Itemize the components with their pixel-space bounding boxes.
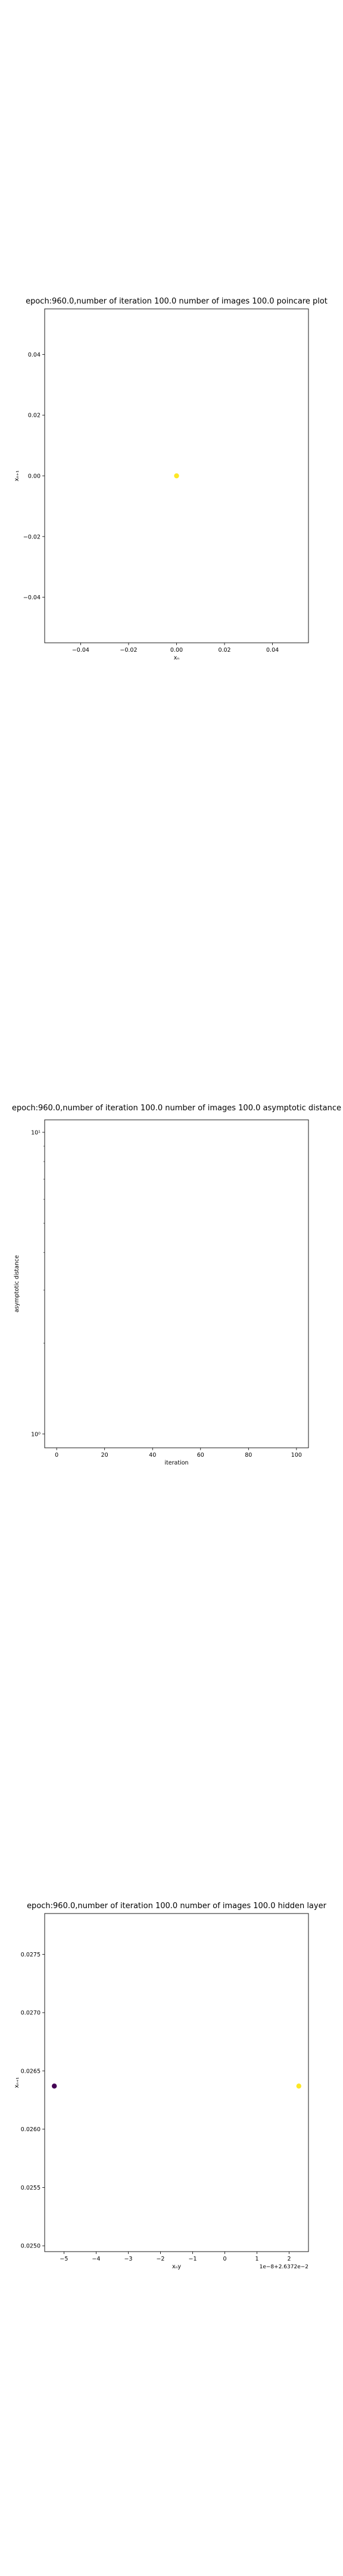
y-tick-label: 0.0250	[21, 2243, 40, 2250]
data-point	[296, 2083, 301, 2089]
x-tick-label: −0.02	[120, 647, 137, 654]
x-axis-label: xₙ	[174, 655, 180, 661]
y-axis-label: asymptotic distance	[14, 1255, 20, 1312]
chart-title: epoch:960.0,number of iteration 100.0 nu…	[26, 297, 328, 306]
x-tick-label: −2	[156, 2256, 164, 2262]
x-tick-label: 20	[101, 1452, 108, 1459]
x-tick-label: 0	[223, 2256, 227, 2262]
chart-title: epoch:960.0,number of iteration 100.0 nu…	[12, 1104, 341, 1113]
data-point	[174, 473, 179, 479]
x-tick-label: 0.04	[266, 647, 279, 654]
x-tick-label: 0.00	[170, 647, 183, 654]
y-tick-label: 0.00	[28, 473, 40, 480]
x-tick-label: −4	[92, 2256, 100, 2262]
plot-frame	[44, 1119, 309, 1448]
x-tick-label: 0.02	[218, 647, 230, 654]
y-tick-label: 0.0255	[21, 2185, 40, 2191]
y-tick-label: 10¹	[31, 1129, 40, 1136]
x-tick-label: −0.04	[72, 647, 89, 654]
y-tick-label: −0.04	[23, 595, 40, 601]
chart-2: epoch:960.0,number of iteration 100.0 nu…	[12, 1104, 341, 1466]
y-tick-label: 10⁰	[31, 1431, 40, 1438]
chart-3: epoch:960.0,number of iteration 100.0 nu…	[14, 1902, 327, 2270]
y-tick-label: 0.0275	[21, 1952, 40, 1958]
y-tick-label: 0.0265	[21, 2068, 40, 2075]
data-point	[52, 2083, 57, 2089]
x-tick-label: −5	[60, 2256, 68, 2262]
x-tick-label: 100	[291, 1452, 302, 1459]
x-tick-label: 40	[149, 1452, 156, 1459]
x-tick-label: 80	[245, 1452, 252, 1459]
y-tick-label: 0.0260	[21, 2126, 40, 2133]
y-axis-label: xₙ₊₁	[14, 470, 20, 481]
y-tick-label: 0.04	[28, 352, 40, 358]
y-tick-label: −0.02	[23, 534, 40, 540]
chart-1: epoch:960.0,number of iteration 100.0 nu…	[14, 297, 328, 661]
y-axis-label: xₙ₊₁	[14, 2077, 20, 2088]
plot-frame	[44, 1913, 309, 2252]
y-tick-label: 0.0270	[21, 2010, 40, 2017]
x-tick-label: 1	[255, 2256, 259, 2262]
x-offset-text: 1e−8+2.6372e−2	[260, 2264, 308, 2270]
y-tick-label: 0.02	[28, 413, 40, 419]
x-tick-label: 60	[197, 1452, 204, 1459]
chart-title: epoch:960.0,number of iteration 100.0 nu…	[27, 1902, 327, 1911]
x-axis-label: iteration	[164, 1460, 188, 1466]
x-tick-label: −1	[189, 2256, 197, 2262]
x-axis-label: xₙy	[172, 2264, 181, 2270]
x-tick-label: 2	[288, 2256, 291, 2262]
x-tick-label: 0	[55, 1452, 58, 1459]
x-tick-label: −3	[124, 2256, 132, 2262]
